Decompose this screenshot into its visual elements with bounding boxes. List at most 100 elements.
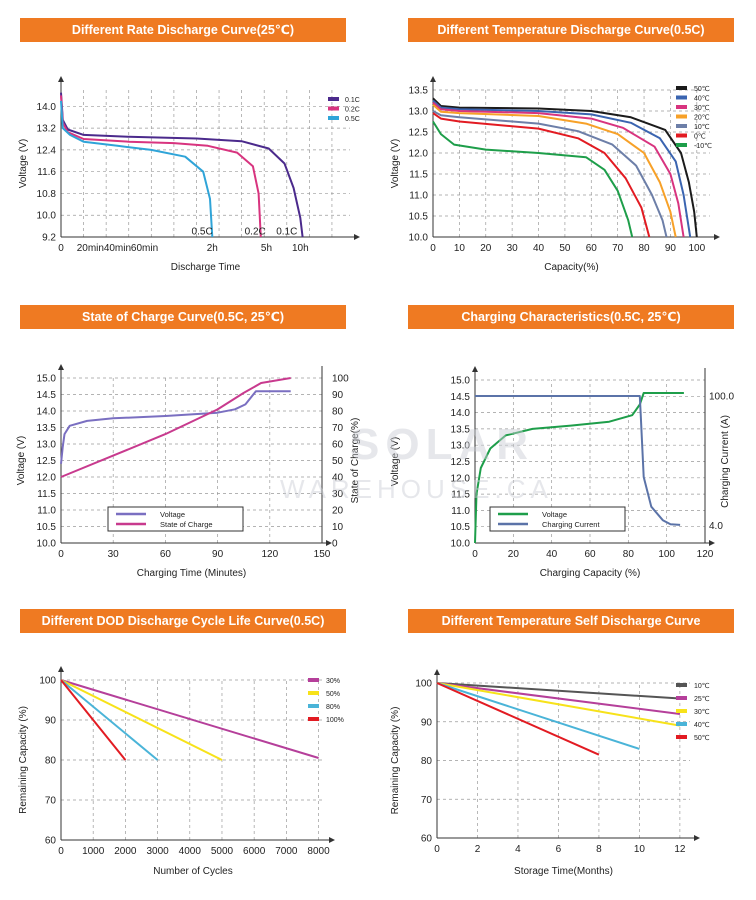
legend-swatch (676, 683, 687, 687)
y-tick-label: 10.0 (37, 539, 57, 550)
x-tick-label: 120 (697, 549, 714, 560)
y2-tick-label: 90 (332, 390, 344, 401)
legend-swatch (676, 709, 687, 713)
series-line (60, 679, 223, 761)
legend-label: 25℃ (694, 696, 710, 703)
legend-swatch (328, 97, 339, 101)
x-tick-label: 20min (77, 243, 104, 254)
y2-tick-label: 80 (332, 407, 344, 418)
series-line (60, 390, 291, 464)
y2-tick-label: 20 (332, 506, 344, 517)
x-tick-label: 0 (434, 844, 440, 855)
y-tick-label: 13.5 (37, 423, 57, 434)
legend-label: 40℃ (694, 722, 710, 729)
series-line (475, 395, 681, 526)
series-line (60, 679, 127, 761)
annotation: 0.1C (276, 226, 297, 237)
x-tick-label: 8000 (307, 846, 330, 857)
x-tick-label: 7000 (275, 846, 298, 857)
legend-swatch (308, 678, 319, 682)
y-tick-label: 13.2 (37, 124, 57, 135)
x-tick-label: 80 (638, 243, 650, 254)
x-tick-label: 100 (658, 549, 675, 560)
legend-label: 20℃ (694, 115, 710, 122)
y-tick-label: 13.5 (451, 424, 471, 435)
y-tick-label: 13.0 (409, 107, 429, 118)
y2-tick-label: 70 (332, 423, 344, 434)
y-tick-label: 12.5 (37, 456, 57, 467)
x-tick-label: 90 (665, 243, 677, 254)
x-tick-label: 120 (261, 549, 278, 560)
legend-label: 30% (326, 678, 340, 685)
legend-box (489, 506, 626, 532)
axis-arrow (430, 76, 436, 82)
y-tick-label: 11.0 (37, 506, 56, 517)
legend-label: 100% (326, 717, 344, 724)
axis-arrow (58, 364, 64, 370)
series-line (432, 110, 668, 238)
series-line (60, 377, 291, 478)
series-line (436, 682, 681, 727)
x-tick-label: 6 (556, 844, 562, 855)
x-axis-label: Storage Time(Months) (514, 866, 613, 877)
x-axis-label: Charging Time (Minutes) (137, 568, 246, 579)
x-axis-label: Number of Cycles (153, 866, 232, 877)
x-tick-label: 0 (58, 846, 64, 857)
legend-swatch (676, 86, 687, 90)
y-tick-label: 11.6 (37, 167, 56, 178)
series-line (436, 682, 640, 750)
x-tick-label: 1000 (82, 846, 105, 857)
chart-title: Different DOD Discharge Cycle Life Curve… (20, 609, 346, 633)
x-tick-label: 0 (430, 243, 436, 254)
x-tick-label: 40 (533, 243, 545, 254)
legend-swatch (676, 722, 687, 726)
y2-tick-label: 0 (332, 539, 338, 550)
y-tick-label: 11.0 (409, 191, 428, 202)
y-tick-label: 13.0 (451, 441, 471, 452)
axis-arrow (709, 540, 715, 546)
axis-arrow (694, 835, 700, 841)
y-tick-label: 10.0 (409, 233, 429, 244)
x-tick-label: 3000 (146, 846, 169, 857)
chart-title: Different Temperature Discharge Curve(0.… (408, 18, 734, 42)
x-tick-label: 70 (612, 243, 624, 254)
y-tick-label: 10.5 (451, 522, 471, 533)
series-line (60, 100, 214, 238)
y-tick-label: 15.0 (37, 374, 57, 385)
y-tick-label: 100 (415, 679, 432, 690)
y-tick-label: 14.0 (37, 407, 57, 418)
y-tick-label: 10.8 (37, 189, 57, 200)
series-line (60, 679, 319, 759)
y-tick-label: 11.5 (451, 490, 470, 501)
x-tick-label: 6000 (243, 846, 266, 857)
x-tick-label: 2 (475, 844, 481, 855)
y-axis-label: Remaining Capacity (%) (18, 706, 29, 814)
legend-label: 0℃ (694, 134, 706, 141)
x-tick-label: 60min (131, 243, 158, 254)
axis-arrow (354, 234, 360, 240)
chart-title: Charging Characteristics(0.5C, 25℃) (408, 305, 734, 329)
legend-swatch (308, 691, 319, 695)
y-tick-label: 10.5 (37, 522, 57, 533)
y-tick-label: 14.5 (451, 392, 471, 403)
y-tick-label: 100 (39, 676, 56, 687)
series-line (432, 101, 685, 238)
x-tick-label: 4 (515, 844, 521, 855)
axis-arrow (714, 234, 720, 240)
axis-arrow (472, 366, 478, 372)
legend-swatch (676, 105, 687, 109)
legend-swatch (676, 143, 687, 147)
x-tick-label: 60 (584, 549, 596, 560)
x-tick-label: 150 (314, 549, 331, 560)
y2-tick-label: 30 (332, 489, 344, 500)
x-tick-label: 60 (586, 243, 598, 254)
legend-label: 30℃ (694, 105, 710, 112)
legend-label: 10℃ (694, 683, 710, 690)
chart-title: State of Charge Curve(0.5C, 25℃) (20, 305, 346, 329)
axis-arrow (326, 540, 332, 546)
annotation: 0.5C (192, 226, 213, 237)
x-tick-label: 10h (292, 243, 309, 254)
y2-tick-label: 100 (332, 374, 349, 385)
legend-box (107, 506, 244, 532)
legend-label: -10℃ (694, 143, 712, 150)
